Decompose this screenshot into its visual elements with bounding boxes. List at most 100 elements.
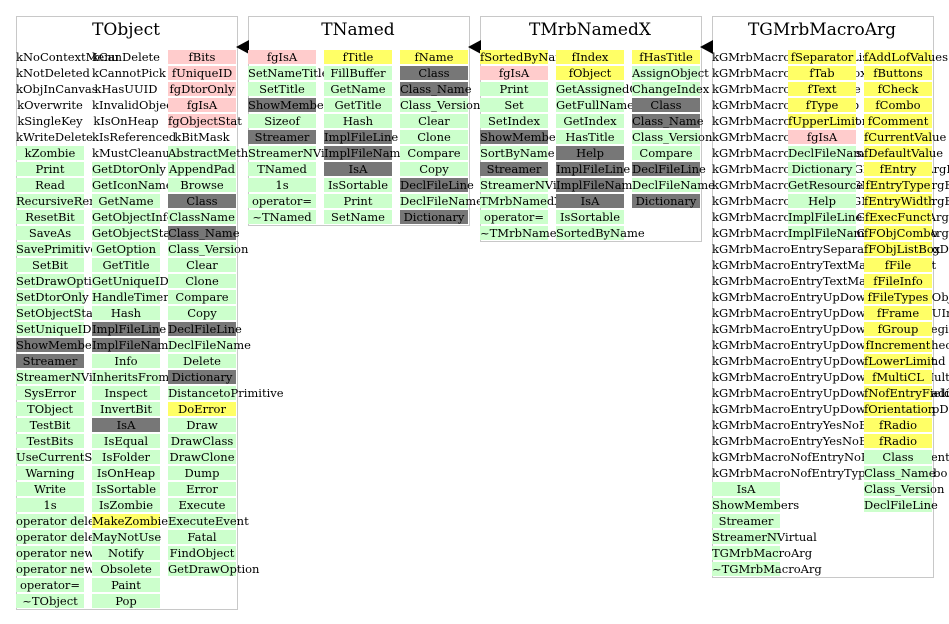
member-cell: kOverwrite: [17, 98, 83, 112]
member-cell: Dump: [168, 466, 236, 480]
member-cell: Execute: [168, 498, 236, 512]
member-cell: DeclFileName: [788, 146, 871, 160]
member-cell: Class_Version: [864, 482, 945, 496]
member-cell: fRadio: [864, 418, 932, 432]
member-cell: fFObjListBox: [864, 242, 941, 256]
member-cell: IsSortable: [92, 482, 160, 496]
member-cell: fType: [788, 98, 856, 112]
member-cell: StreamerNVirtual: [248, 146, 353, 160]
member-cell: ImplFileName: [324, 146, 408, 160]
member-cell: Compare: [168, 290, 236, 304]
member-cell: operator=: [248, 194, 316, 208]
member-cell: ChangeIndex: [632, 82, 710, 96]
member-cell: Set: [480, 98, 548, 112]
member-cell: Class: [168, 194, 236, 208]
member-cell: kBitMask: [174, 130, 230, 144]
member-cell: kGMrbMacroEntryMultiGMrbMacroArgBase: [712, 162, 949, 176]
member-cell: TestBit: [16, 418, 84, 432]
member-cell: GetResource: [788, 178, 864, 192]
member-cell: GetTitle: [324, 98, 392, 112]
member-cell: MakeZombie: [92, 514, 169, 528]
member-cell: Class_Name: [168, 226, 240, 240]
member-cell: GetObjectStat: [92, 226, 175, 240]
member-cell: UseCurrentStyle: [16, 450, 114, 464]
member-cell: Class_Name: [632, 114, 704, 128]
member-cell: fEntryWidth: [864, 194, 936, 208]
member-cell: fgIsA: [788, 130, 856, 144]
member-cell: DeclFileLine: [864, 498, 938, 512]
member-cell: Compare: [632, 146, 700, 160]
member-cell: ImplFileName: [556, 178, 640, 192]
member-cell: fObject: [556, 66, 624, 80]
inheritance-arrow-icon: [236, 40, 249, 54]
member-cell: fCombo: [864, 98, 932, 112]
member-cell: IsFolder: [92, 450, 160, 464]
member-cell: kGMrbMacroEntrySeparatorMacroArgDouble: [712, 242, 949, 256]
member-cell: Class: [632, 98, 700, 112]
member-cell: Error: [168, 482, 236, 496]
member-cell: Warning: [16, 466, 84, 480]
member-cell: kGMrbMacroEntryUpDownEntryBitBegin: [712, 322, 949, 336]
member-cell: Browse: [168, 178, 236, 192]
member-cell: kGMrbMacroEntryMulti: [712, 130, 854, 144]
member-cell: fCurrentValue: [864, 130, 947, 144]
member-cell: SortedByName: [556, 226, 645, 240]
member-cell: fButtons: [864, 66, 932, 80]
member-cell: Class_Version: [168, 242, 249, 256]
member-cell: ImplFileName: [788, 226, 872, 240]
member-cell: fFile: [864, 258, 932, 272]
member-cell: GetAssignedObject: [556, 82, 668, 96]
member-cell: MayNotUse: [92, 530, 162, 544]
member-cell: Hash: [324, 114, 392, 128]
member-cell: Help: [556, 146, 624, 160]
class-title-tnamed: TNamed: [321, 20, 395, 40]
member-cell: InvertBit: [92, 402, 160, 416]
member-cell: kIsReferenced: [92, 130, 177, 144]
member-cell: kGMrbMacroEntryYesNoEntryCombo: [712, 434, 932, 448]
member-cell: operator delete: [16, 514, 107, 528]
member-cell: Copy: [400, 162, 468, 176]
member-cell: kGMrbMacroEntryUpDownMacroArgUInt: [712, 306, 949, 320]
member-cell: kGMrbMacroEntryTextMacroArgInt: [712, 274, 923, 288]
member-cell: GetDtorOnly: [92, 162, 166, 176]
member-cell: Dictionary: [400, 210, 468, 224]
member-cell: FindObject: [168, 546, 236, 560]
member-cell: ShowMembers: [712, 498, 800, 512]
member-cell: SetNameTitle: [248, 66, 329, 80]
member-cell: HandleTimer: [92, 290, 169, 304]
member-cell: fEntryType: [864, 178, 932, 192]
member-cell: kGMrbMacroEntryRadioGMrbMacroArgBase: [712, 210, 949, 224]
member-cell: kGMrbMacroEntryTextMacroArgFloat: [712, 258, 936, 272]
member-cell: ~TNamed: [248, 210, 316, 224]
member-cell: ImplFileLine: [788, 210, 863, 224]
member-cell: ~TMrbNamedX: [480, 226, 573, 240]
member-cell: Obsolete: [92, 562, 160, 576]
member-cell: HasTitle: [556, 130, 624, 144]
member-cell: kZombie: [16, 146, 84, 160]
member-cell: SavePrimitive: [16, 242, 98, 256]
member-cell: IsA: [92, 418, 160, 432]
member-cell: fName: [400, 50, 468, 64]
member-cell: ClassName: [168, 210, 236, 224]
member-cell: kInvalidObject: [92, 98, 178, 112]
member-cell: ShowMembers: [480, 130, 568, 144]
member-cell: Info: [92, 354, 160, 368]
member-cell: GetName: [324, 82, 392, 96]
member-cell: ExecuteEvent: [168, 514, 249, 528]
inheritance-arrow-icon: [468, 40, 481, 54]
member-cell: kGMrbMacroEntryGroup: [712, 98, 859, 112]
member-cell: Print: [324, 194, 392, 208]
member-cell: kHasUUID: [94, 82, 158, 96]
member-cell: operator=: [480, 210, 548, 224]
member-cell: StreamerNVirtual: [712, 530, 817, 544]
member-cell: kGMrbMacroEntryNofgIsA: [712, 146, 870, 160]
member-cell: fExecFunct: [864, 210, 932, 224]
member-cell: fgObjectStat: [168, 114, 242, 128]
member-cell: RecursiveRemove: [16, 194, 121, 208]
member-cell: Streamer: [16, 354, 84, 368]
member-cell: fUpperLimit: [788, 114, 860, 128]
member-cell: fIndex: [556, 50, 624, 64]
member-cell: fAddLofValues: [864, 50, 948, 64]
member-cell: kNotDeleted: [16, 66, 90, 80]
member-cell: DistancetoPrimitive: [168, 386, 284, 400]
